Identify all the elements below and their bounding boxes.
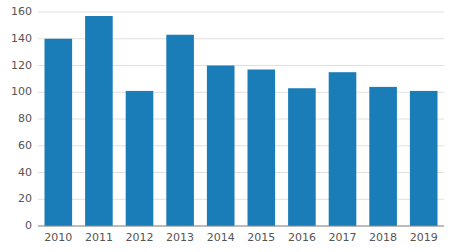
bar — [369, 87, 397, 226]
x-tick-label: 2015 — [247, 231, 275, 244]
x-tick-label: 2010 — [44, 231, 72, 244]
y-tick-label: 40 — [18, 166, 32, 179]
bar — [329, 72, 357, 226]
x-tick-label: 2016 — [288, 231, 316, 244]
bar — [85, 16, 113, 226]
bar — [247, 70, 275, 226]
y-tick-label: 120 — [11, 59, 32, 72]
bar — [207, 66, 235, 227]
x-tick-label: 2018 — [369, 231, 397, 244]
bars — [44, 16, 437, 226]
y-tick-label: 100 — [11, 85, 32, 98]
x-tick-label: 2014 — [207, 231, 235, 244]
grid-line — [38, 12, 444, 13]
y-tick-label: 20 — [18, 192, 32, 205]
y-tick-label: 0 — [25, 219, 32, 232]
grid — [38, 12, 444, 226]
bar — [410, 91, 438, 226]
x-tick-label: 2013 — [166, 231, 194, 244]
y-tick-label: 140 — [11, 32, 32, 45]
grid-line — [38, 226, 444, 227]
bar — [44, 39, 72, 226]
chart-container: 0204060801001201401602010201120122013201… — [0, 0, 454, 252]
bar — [126, 91, 154, 226]
y-tick-label: 160 — [11, 5, 32, 18]
y-tick-label: 60 — [18, 139, 32, 152]
x-axis: 2010 2011 2012 2013 2014 2015 2016 2017 2018 2019 — [38, 226, 444, 244]
chart: 0204060801001201401602010201120122013201… — [0, 0, 454, 252]
bar — [166, 35, 194, 226]
x-tick-label: 2019 — [410, 231, 438, 244]
x-tick-label: 2017 — [329, 231, 357, 244]
bar — [288, 88, 316, 226]
x-tick-label: 2012 — [126, 231, 154, 244]
x-tick-label: 2011 — [85, 231, 113, 244]
y-axis: 0 20 40 60 80 100 120 140 160 — [11, 5, 32, 232]
y-tick-label: 80 — [18, 112, 32, 125]
x-axis-line — [38, 226, 444, 227]
